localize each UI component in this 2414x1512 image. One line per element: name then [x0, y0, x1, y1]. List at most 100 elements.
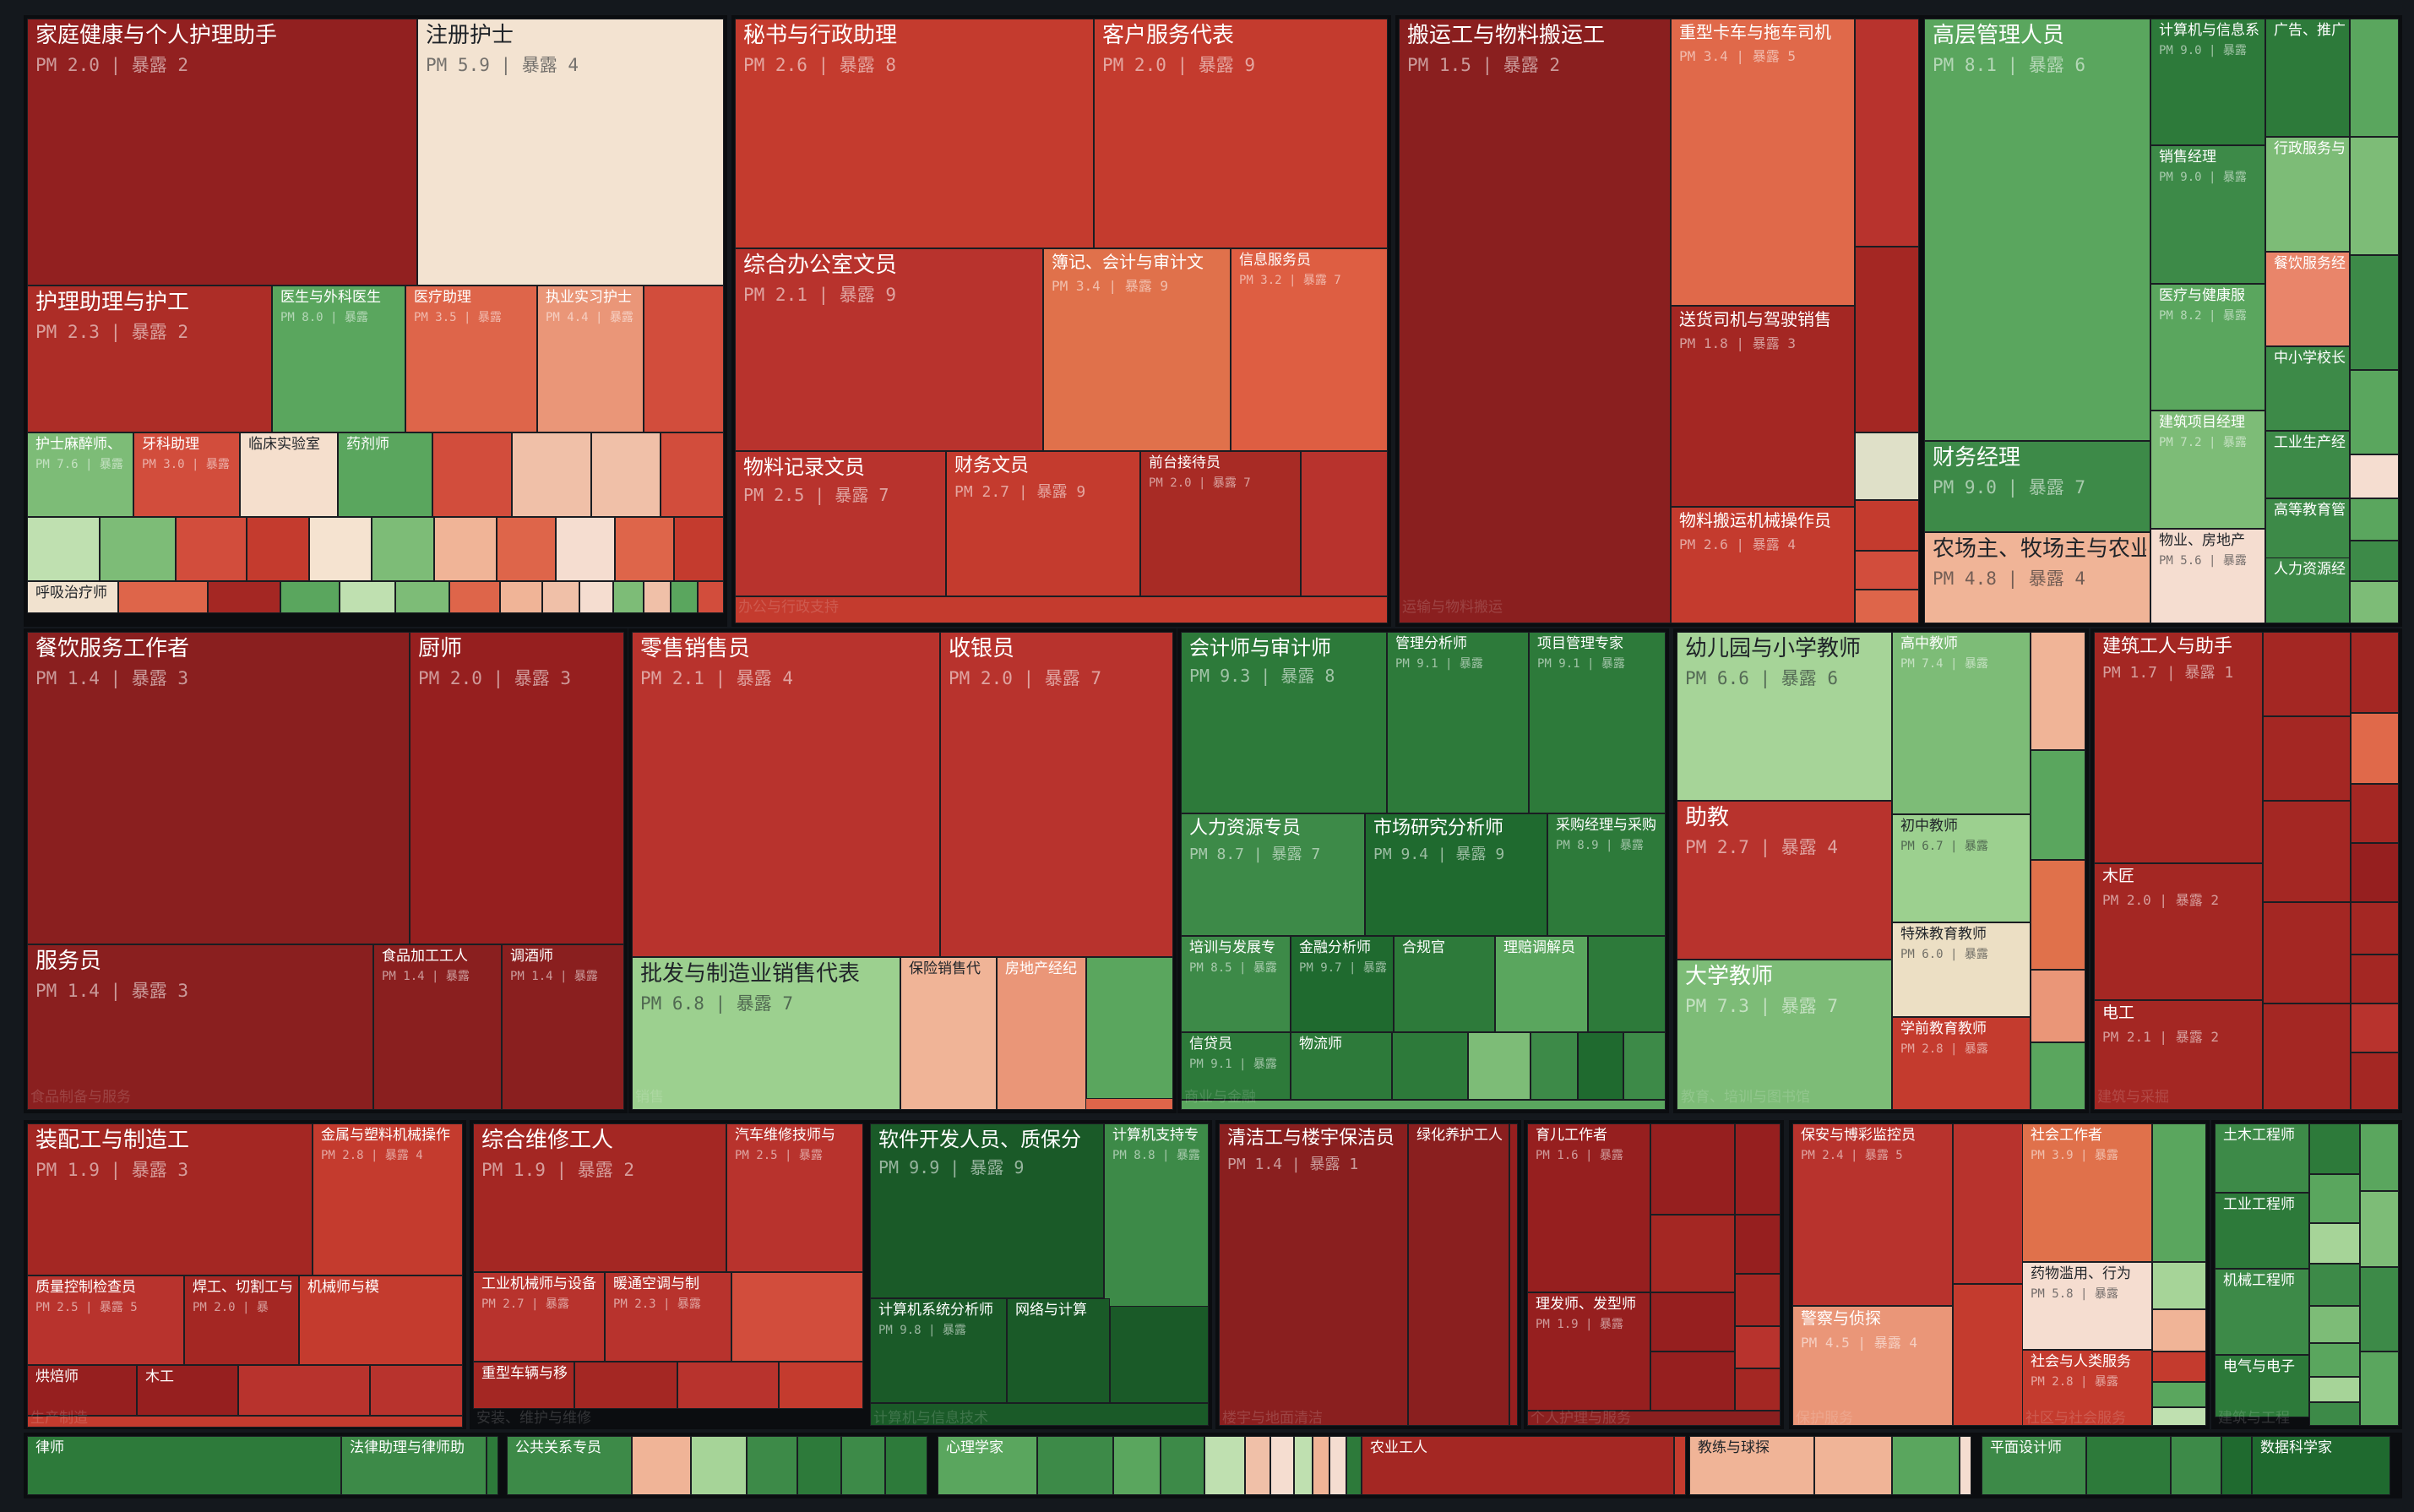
treemap-cell[interactable]	[841, 1436, 885, 1495]
treemap-tile[interactable]: 采购经理与采购 PM 8.9 | 暴露	[1547, 813, 1666, 936]
treemap-cell[interactable]	[247, 517, 309, 581]
treemap-tile[interactable]: 初中教师 PM 6.7 | 暴露	[1892, 814, 2031, 922]
treemap-tile[interactable]: 质量控制检查员 PM 2.5 | 暴露 5	[27, 1275, 184, 1365]
treemap-cell[interactable]	[698, 581, 724, 613]
treemap-tile[interactable]: 厨师 PM 2.0 | 暴露 3	[410, 632, 624, 944]
treemap-cell[interactable]	[2031, 1042, 2085, 1110]
treemap-cell[interactable]	[1113, 1436, 1161, 1495]
treemap-cell[interactable]	[779, 1362, 863, 1409]
treemap-tile[interactable]: 物流师	[1291, 1032, 1392, 1100]
treemap-tile[interactable]: 土木工程师	[2215, 1123, 2309, 1193]
treemap-tile[interactable]: 学前教育教师 PM 2.8 | 暴露	[1892, 1017, 2031, 1110]
treemap-cell[interactable]	[118, 581, 208, 613]
treemap-cell[interactable]	[1650, 1215, 1735, 1292]
treemap-tile[interactable]: 医生与外科医生 PM 8.0 | 暴露	[272, 286, 405, 432]
treemap-tile[interactable]: 高层管理人员 PM 8.1 | 暴露 6	[1924, 19, 2150, 441]
treemap-tile[interactable]: 前台接待员 PM 2.0 | 暴露 7	[1140, 451, 1301, 596]
treemap-cell[interactable]	[432, 432, 512, 517]
treemap-tile[interactable]: 人力资源经	[2265, 557, 2350, 623]
treemap-tile[interactable]: 物料搬运机械操作员 PM 2.6 | 暴露 4	[1671, 507, 1855, 623]
treemap-cell[interactable]	[885, 1436, 927, 1495]
treemap-cell[interactable]	[2152, 1309, 2206, 1352]
treemap-cell[interactable]	[1301, 451, 1388, 596]
treemap-tile[interactable]: 保安与博彩监控员 PM 2.4 | 暴露 5	[1792, 1123, 1953, 1306]
treemap-cell[interactable]	[1892, 1436, 1960, 1495]
treemap-cell[interactable]	[2351, 784, 2399, 843]
treemap-cell[interactable]	[2309, 1306, 2360, 1343]
treemap-cell[interactable]	[2031, 860, 2085, 970]
treemap-tile[interactable]: 客户服务代表 PM 2.0 | 暴露 9	[1094, 19, 1388, 248]
treemap-tile[interactable]: 综合办公室文员 PM 2.1 | 暴露 9	[735, 248, 1043, 451]
treemap-cell[interactable]	[2152, 1407, 2206, 1426]
treemap-cell[interactable]	[395, 581, 449, 613]
treemap-cell[interactable]	[1650, 1292, 1735, 1352]
treemap-cell[interactable]	[2152, 1382, 2206, 1407]
treemap-tile[interactable]: 药物滥用、行为 PM 5.8 | 暴露	[2022, 1262, 2152, 1350]
treemap-cell[interactable]	[2351, 1003, 2399, 1052]
treemap-tile[interactable]: 网络与计算	[1007, 1298, 1110, 1403]
treemap-tile[interactable]: 信贷员 PM 9.1 | 暴露	[1181, 1032, 1291, 1100]
treemap-cell[interactable]	[1037, 1436, 1113, 1495]
treemap-tile[interactable]: 广告、推广	[2265, 19, 2350, 137]
treemap-cell[interactable]	[1953, 1284, 2031, 1426]
treemap-cell[interactable]	[500, 581, 542, 613]
treemap-tile[interactable]: 送货司机与驾驶销售 PM 1.8 | 暴露 3	[1671, 306, 1855, 507]
treemap-cell[interactable]	[2309, 1123, 2360, 1174]
treemap-cell[interactable]	[280, 581, 340, 613]
treemap-tile[interactable]: 律师	[27, 1436, 341, 1495]
treemap-tile[interactable]: 绿化养护工人	[1408, 1123, 1509, 1426]
treemap-cell[interactable]	[615, 517, 674, 581]
treemap-cell[interactable]	[2351, 713, 2399, 784]
treemap-tile[interactable]: 服务员 PM 1.4 | 暴露 3	[27, 944, 373, 1110]
treemap-cell[interactable]	[2263, 632, 2351, 716]
treemap-cell[interactable]	[2350, 370, 2399, 454]
treemap-tile[interactable]: 财务文员 PM 2.7 | 暴露 9	[946, 451, 1140, 596]
treemap-tile[interactable]: 木工	[137, 1365, 238, 1416]
treemap-cell[interactable]	[671, 581, 698, 613]
treemap-tile[interactable]: 重型车辆与移	[473, 1362, 574, 1409]
treemap-cell[interactable]	[1735, 1123, 1781, 1215]
treemap-cell[interactable]	[512, 432, 591, 517]
treemap-cell[interactable]	[1329, 1436, 1346, 1495]
treemap-tile[interactable]: 法律助理与律师助	[341, 1436, 487, 1495]
treemap-cell[interactable]	[644, 286, 724, 432]
treemap-tile[interactable]: 数据科学家	[2252, 1436, 2390, 1495]
treemap-tile[interactable]: 管理分析师 PM 9.1 | 暴露	[1387, 632, 1529, 813]
treemap-tile[interactable]: 理赔调解员	[1495, 936, 1588, 1032]
treemap-cell[interactable]	[1650, 1352, 1735, 1411]
treemap-tile[interactable]: 护士麻醉师、 PM 7.6 | 暴露	[27, 432, 133, 517]
treemap-tile[interactable]: 执业实习护士 PM 4.4 | 暴露	[537, 286, 644, 432]
treemap-cell[interactable]	[1623, 1032, 1666, 1100]
treemap-cell[interactable]	[2152, 1123, 2206, 1262]
treemap-cell[interactable]	[691, 1436, 747, 1495]
treemap-cell[interactable]	[574, 1362, 677, 1409]
treemap-cell[interactable]	[2351, 1052, 2399, 1110]
treemap-cell[interactable]	[2263, 1003, 2351, 1110]
treemap-tile[interactable]: 家庭健康与个人护理助手 PM 2.0 | 暴露 2	[27, 19, 417, 286]
treemap-tile[interactable]: 计算机系统分析师 PM 9.8 | 暴露	[870, 1298, 1007, 1403]
treemap-tile[interactable]: 收银员 PM 2.0 | 暴露 7	[940, 632, 1173, 957]
treemap-tile[interactable]: 财务经理 PM 9.0 | 暴露 7	[1924, 441, 2150, 532]
treemap-cell[interactable]	[1855, 432, 1919, 500]
treemap-tile[interactable]: 工业机械师与设备 PM 2.7 | 暴露	[473, 1272, 605, 1362]
treemap-tile[interactable]: 电工 PM 2.1 | 暴露 2	[2094, 1000, 2263, 1110]
treemap-tile[interactable]: 零售销售员 PM 2.1 | 暴露 4	[632, 632, 940, 957]
treemap-tile[interactable]: 餐饮服务经	[2265, 252, 2350, 346]
treemap-cell[interactable]	[434, 517, 497, 581]
treemap-cell[interactable]	[747, 1436, 797, 1495]
treemap-cell[interactable]	[1650, 1123, 1735, 1215]
treemap-cell[interactable]	[2360, 1352, 2399, 1426]
treemap-tile[interactable]: 助教 PM 2.7 | 暴露 4	[1677, 801, 1892, 960]
treemap-cell[interactable]	[2152, 1262, 2206, 1309]
treemap-cell[interactable]	[1855, 551, 1919, 590]
treemap-tile[interactable]: 软件开发人员、质保分 PM 9.9 | 暴露 9	[870, 1123, 1104, 1298]
treemap-cell[interactable]	[2360, 1191, 2399, 1267]
treemap-cell[interactable]	[497, 517, 556, 581]
treemap-tile[interactable]: 销售经理 PM 9.0 | 暴露	[2150, 145, 2265, 284]
treemap-tile[interactable]: 机械工程师	[2215, 1269, 2309, 1355]
treemap-cell[interactable]	[1313, 1436, 1329, 1495]
treemap-cell[interactable]	[1509, 1123, 1518, 1426]
treemap-cell[interactable]	[2309, 1264, 2360, 1306]
treemap-cell[interactable]	[2031, 750, 2085, 860]
treemap-tile[interactable]: 心理学家	[938, 1436, 1037, 1495]
